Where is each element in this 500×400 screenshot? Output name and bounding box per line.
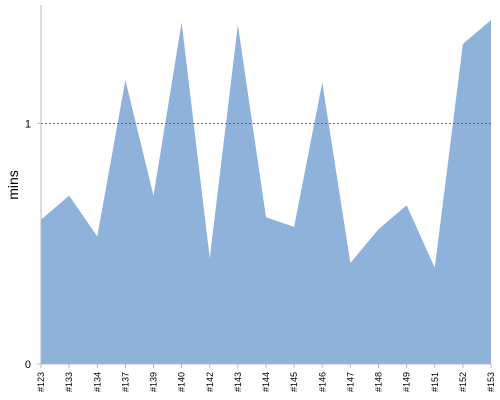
area-series xyxy=(41,20,491,364)
y-tick-label: 0 xyxy=(25,359,31,371)
x-tick-label: #123 xyxy=(36,372,46,392)
area-layer xyxy=(41,20,491,364)
x-tick-label: #145 xyxy=(289,372,299,392)
x-tick-label: #146 xyxy=(317,372,327,392)
x-tick-label: #152 xyxy=(458,372,468,392)
x-tick-label: #144 xyxy=(261,372,271,392)
x-tick-label: #148 xyxy=(374,372,384,392)
x-tick-label: #151 xyxy=(430,372,440,392)
x-tick-label: #134 xyxy=(92,372,102,392)
x-tick-label: #143 xyxy=(233,372,243,392)
x-tick-layer: #123 #133 #134 #137 #139 #140 #142 #143 #144 #145… xyxy=(36,364,496,392)
y-axis-title: mins xyxy=(5,170,21,200)
x-tick-label: #137 xyxy=(120,372,130,392)
x-tick-label: #133 xyxy=(64,372,74,392)
x-tick-label: #153 xyxy=(486,372,496,392)
x-tick-label: #142 xyxy=(205,372,215,392)
x-tick-label: #139 xyxy=(149,372,159,392)
y-tick-label: 1 xyxy=(25,118,31,130)
x-tick-label: #147 xyxy=(345,372,355,392)
x-tick-label: #140 xyxy=(177,372,187,392)
x-tick-label: #149 xyxy=(402,372,412,392)
y-tick-layer: 01 xyxy=(25,118,41,371)
